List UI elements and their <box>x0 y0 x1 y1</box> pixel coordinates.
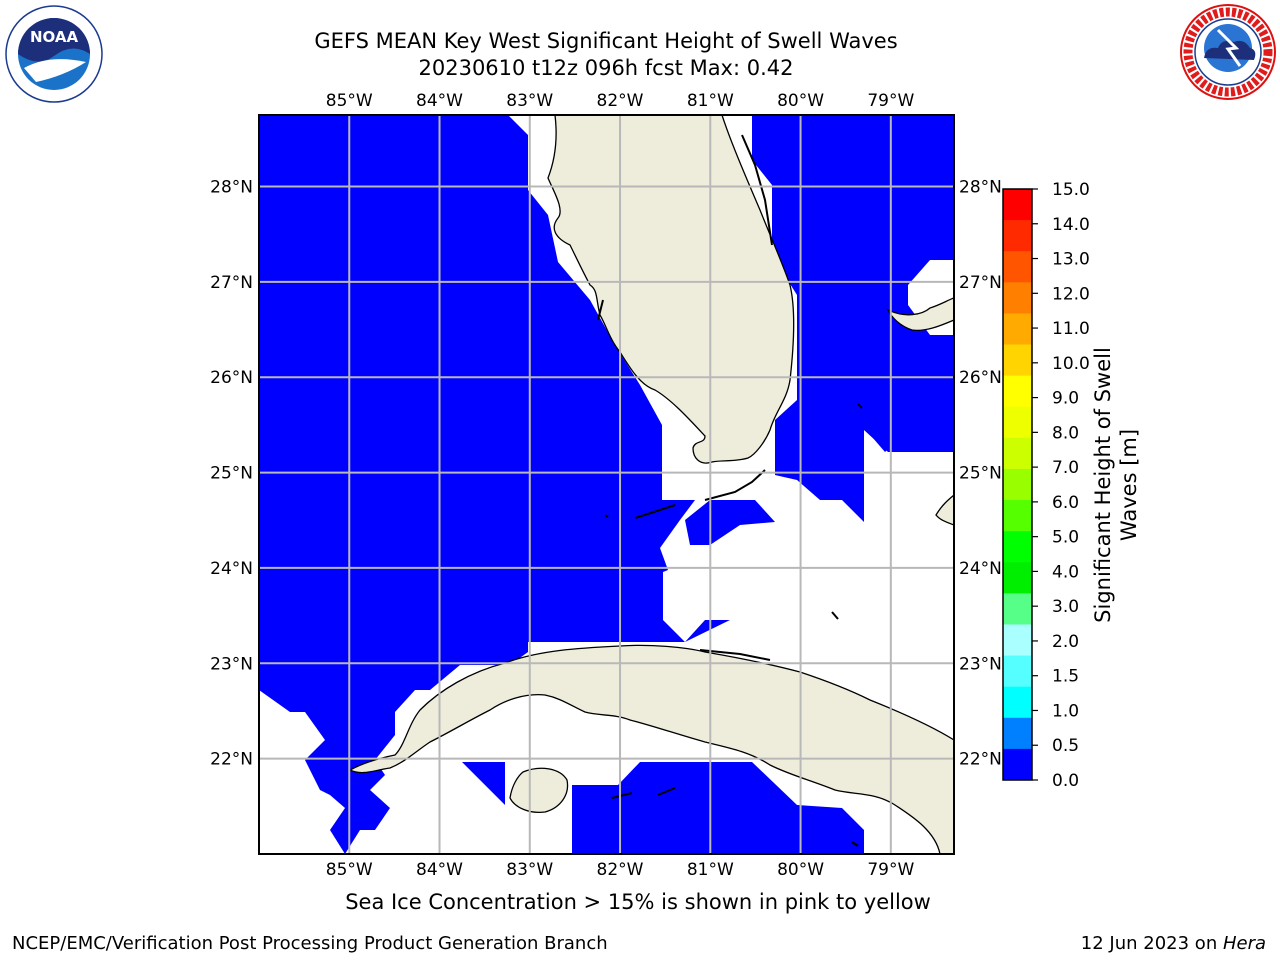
colorbar-tick-label: 6.0 <box>1052 493 1079 513</box>
colorbar-segment <box>1003 655 1032 688</box>
colorbar-segment <box>1003 500 1032 532</box>
colorbar-tick-label: 9.0 <box>1052 389 1079 409</box>
footer-host: Hera <box>1222 933 1266 954</box>
lat-label-right: 23°N <box>959 654 1002 674</box>
colorbar-tick-label: 4.0 <box>1052 562 1079 582</box>
colorbar-segment <box>1003 282 1032 314</box>
andros-island <box>886 297 954 332</box>
lat-label-left: 23°N <box>210 654 253 674</box>
footer-date: 12 Jun 2023 on Hera <box>1081 933 1266 954</box>
nws-logo-icon <box>1180 4 1276 100</box>
lon-label-top: 85°W <box>326 91 373 111</box>
colorbar-tick-label: 5.0 <box>1052 528 1079 548</box>
colorbar-tick-label: 3.0 <box>1052 597 1079 617</box>
map-frame <box>258 114 955 855</box>
colorbar-segment <box>1003 344 1032 377</box>
lat-label-right: 22°N <box>959 750 1002 770</box>
colorbar-segment <box>1003 375 1032 408</box>
lat-label-left: 24°N <box>210 559 253 579</box>
colorbar-tick-label: 2.0 <box>1052 632 1079 652</box>
colorbar-segment <box>1003 251 1032 283</box>
swell-height-field <box>259 115 954 854</box>
lon-label-bottom: 82°W <box>597 860 644 880</box>
colorbar-tick-label: 13.0 <box>1052 250 1090 270</box>
axis-tick-labels: 85°W 85°W 84°W 84°W 83°W 83°W 82°W 82°W 81°W 81°W… <box>210 91 1002 880</box>
colorbar-segment <box>1003 624 1032 657</box>
hispaniola-edge <box>935 494 954 526</box>
lon-label-bottom: 85°W <box>326 860 373 880</box>
lat-label-left: 27°N <box>210 273 253 293</box>
colorbar-tick-label: 11.0 <box>1052 319 1090 339</box>
colorbar-tick-label: 1.5 <box>1052 667 1079 687</box>
colorbar-segment <box>1003 562 1032 594</box>
colorbar-tick-label: 7.0 <box>1052 458 1079 478</box>
florida-peninsula <box>547 115 795 464</box>
colorbar-segment <box>1003 717 1032 750</box>
lat-label-right: 25°N <box>959 464 1002 484</box>
colorbar-segment <box>1003 437 1032 470</box>
colorbar-tick-label: 1.0 <box>1052 701 1079 721</box>
lat-label-left: 26°N <box>210 368 253 388</box>
footer-date-text: 12 Jun 2023 on <box>1080 933 1223 954</box>
lon-label-bottom: 80°W <box>777 860 824 880</box>
lon-label-top: 81°W <box>687 91 734 111</box>
keys-and-cays <box>597 134 863 847</box>
colorbar-segment <box>1003 468 1032 501</box>
lat-label-right: 27°N <box>959 273 1002 293</box>
lon-label-bottom: 79°W <box>867 860 914 880</box>
lat-label-right: 24°N <box>959 559 1002 579</box>
colorbar-tick-label: 12.0 <box>1052 284 1090 304</box>
colorbar-label: Significant Height of Swell Waves [m] <box>1091 347 1141 623</box>
colorbar-frame <box>1002 188 1033 781</box>
colorbar: 15.0 14.0 13.0 12.0 11.0 10.0 9.0 8.0 7.0 6.0 5.0 4… <box>1002 180 1090 791</box>
graticule <box>259 115 954 854</box>
lon-label-bottom: 81°W <box>687 860 734 880</box>
map-area <box>259 115 954 854</box>
lon-label-top: 82°W <box>597 91 644 111</box>
colorbar-segment <box>1003 686 1032 719</box>
map-title: GEFS MEAN Key West Significant Height of… <box>314 29 898 53</box>
colorbar-segment <box>1003 593 1032 625</box>
lon-label-top: 83°W <box>506 91 553 111</box>
cuba-island <box>348 644 954 854</box>
colorbar-tick-label: 0.5 <box>1052 736 1079 756</box>
isle-of-youth <box>509 767 569 814</box>
lon-label-bottom: 84°W <box>416 860 463 880</box>
lat-label-right: 26°N <box>959 368 1002 388</box>
lat-label-left: 22°N <box>210 750 253 770</box>
colorbar-segment <box>1003 406 1032 439</box>
colorbar-tick-label: 8.0 <box>1052 423 1079 443</box>
colorbar-tick-label: 15.0 <box>1052 180 1090 200</box>
lat-label-right: 28°N <box>959 178 1002 198</box>
noaa-logo-icon: NOAA <box>5 5 103 103</box>
lon-label-bottom: 83°W <box>506 860 553 880</box>
footer-credit: NCEP/EMC/Verification Post Processing Pr… <box>12 933 608 954</box>
colorbar-segment <box>1003 313 1032 346</box>
lon-label-top: 79°W <box>867 91 914 111</box>
land-masses <box>348 115 954 854</box>
sea-ice-note: Sea Ice Concentration > 15% is shown in … <box>345 890 931 914</box>
colorbar-segment <box>1003 189 1032 221</box>
lat-label-left: 28°N <box>210 178 253 198</box>
lon-label-top: 84°W <box>416 91 463 111</box>
colorbar-segment <box>1003 531 1032 563</box>
colorbar-tick-label: 0.0 <box>1052 771 1079 791</box>
noaa-wordmark: NOAA <box>30 28 79 46</box>
colorbar-segment <box>1003 220 1032 252</box>
colorbar-tick-label: 10.0 <box>1052 354 1090 374</box>
colorbar-segment <box>1003 748 1032 781</box>
lon-label-top: 80°W <box>777 91 824 111</box>
colorbar-tick-label: 14.0 <box>1052 215 1090 235</box>
lat-label-left: 25°N <box>210 464 253 484</box>
map-subtitle: 20230610 t12z 096h fcst Max: 0.42 <box>418 56 794 80</box>
